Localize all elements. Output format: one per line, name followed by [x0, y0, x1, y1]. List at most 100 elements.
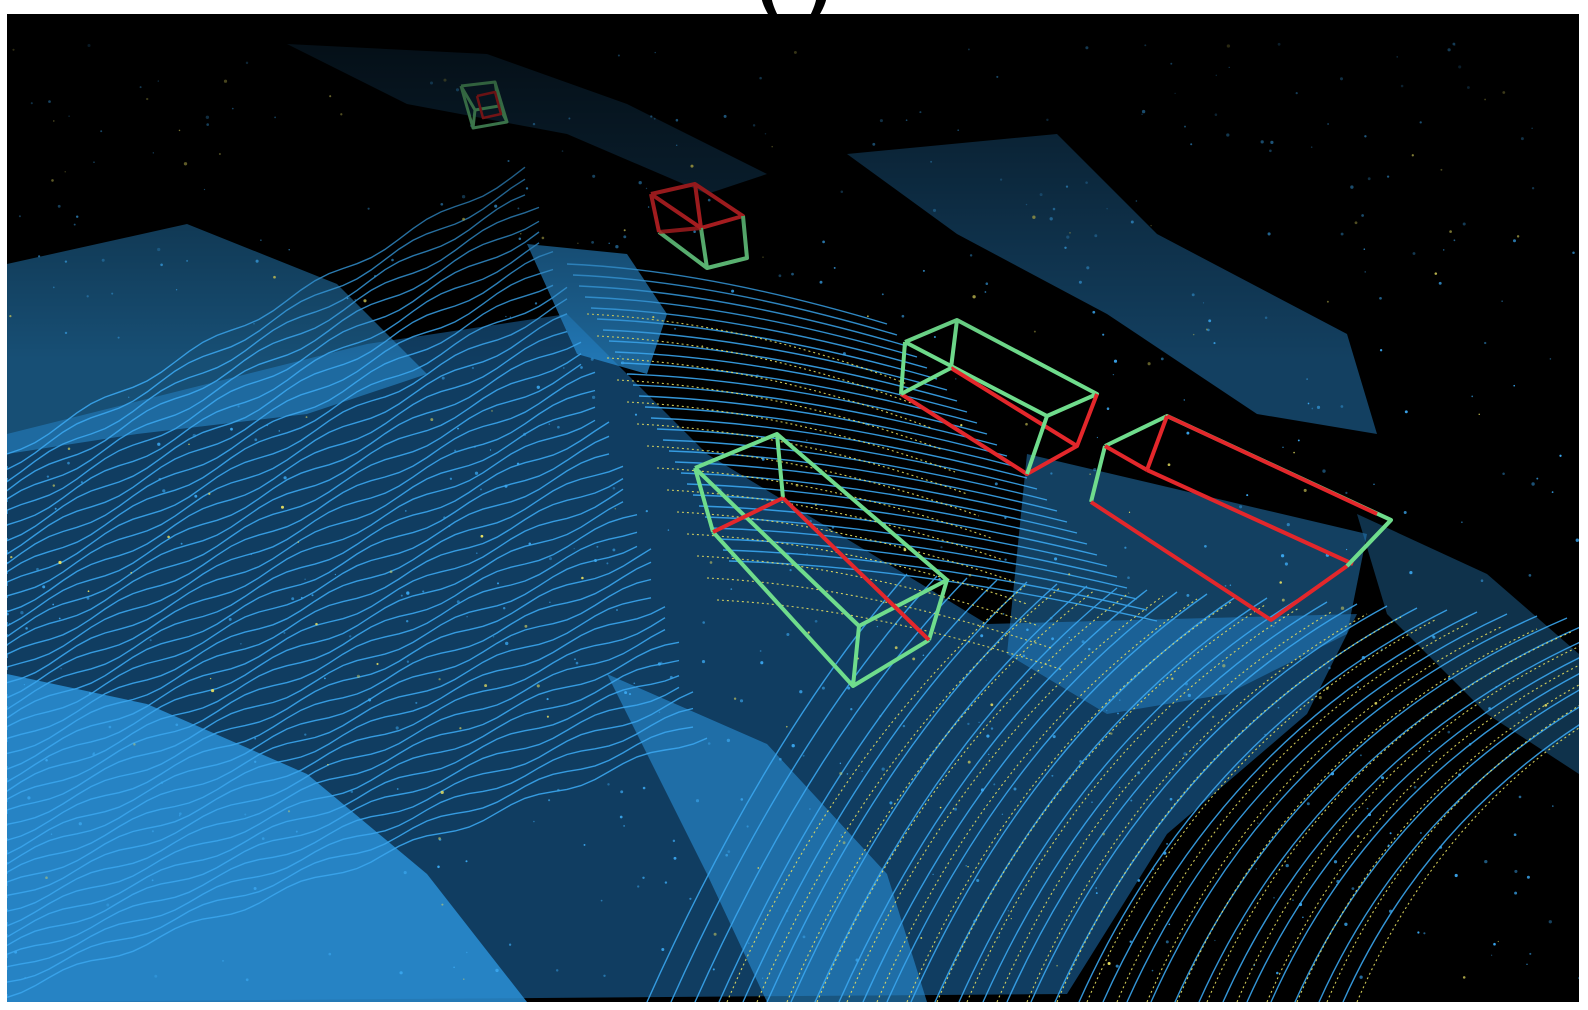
point [88, 692, 91, 695]
point [1004, 558, 1007, 561]
point [1135, 200, 1138, 202]
bbox-car-right-upper[interactable] [899, 318, 1099, 476]
point [52, 286, 55, 289]
point [1174, 92, 1176, 95]
point [50, 833, 53, 835]
point [1253, 964, 1256, 966]
point [73, 223, 76, 226]
point [562, 367, 565, 369]
point [1514, 891, 1518, 895]
point [1171, 677, 1174, 680]
point [561, 150, 564, 152]
point [1387, 844, 1390, 847]
point [652, 316, 655, 319]
point [707, 198, 711, 202]
point [456, 600, 460, 604]
point [603, 974, 606, 978]
point [1559, 454, 1562, 457]
point [48, 100, 51, 103]
point [967, 865, 969, 868]
point [356, 674, 360, 678]
point [1327, 123, 1330, 125]
point-cloud-viewport[interactable] [7, 14, 1579, 1002]
point [840, 834, 843, 836]
point [1518, 795, 1522, 799]
point [831, 526, 835, 529]
point [1130, 220, 1134, 224]
point [53, 120, 55, 122]
point [430, 81, 433, 85]
point [1361, 656, 1366, 660]
point [658, 711, 661, 714]
point [175, 289, 178, 291]
point [1356, 835, 1360, 838]
point [222, 960, 224, 962]
point [1512, 239, 1517, 243]
point [157, 442, 161, 446]
point [348, 635, 352, 638]
point [133, 743, 136, 746]
point [463, 978, 465, 980]
point [731, 289, 735, 293]
point [1412, 252, 1416, 255]
point [25, 627, 28, 630]
point [1442, 249, 1445, 251]
point [546, 698, 549, 701]
point [223, 79, 228, 83]
point [440, 790, 444, 795]
point [546, 715, 549, 718]
point [1328, 666, 1331, 670]
point [1214, 113, 1218, 116]
point [809, 808, 811, 810]
point [1207, 328, 1210, 332]
point [786, 632, 790, 637]
point [475, 552, 478, 555]
point [634, 413, 638, 416]
point [528, 542, 532, 546]
point [1213, 342, 1216, 345]
point [1079, 760, 1082, 763]
point [969, 254, 973, 257]
point [555, 969, 559, 972]
point [1068, 636, 1071, 639]
point [300, 596, 303, 599]
point [1285, 863, 1289, 868]
point [1184, 125, 1186, 128]
point [1167, 463, 1171, 467]
point [480, 534, 484, 538]
point [967, 760, 971, 764]
point [778, 757, 782, 761]
point [86, 596, 90, 600]
point [690, 164, 694, 168]
point [1361, 214, 1364, 217]
point [93, 161, 95, 163]
point [847, 686, 851, 690]
point [960, 423, 963, 427]
point [778, 274, 782, 278]
point [1490, 954, 1493, 956]
point [976, 878, 980, 883]
point [1379, 349, 1383, 352]
point [1229, 584, 1232, 586]
point [657, 662, 661, 666]
point [833, 266, 836, 269]
point [324, 677, 326, 680]
point [1273, 896, 1275, 899]
point [1380, 648, 1383, 651]
bbox-car-mid[interactable] [649, 182, 749, 270]
point [1141, 113, 1143, 116]
point [996, 75, 999, 78]
point [406, 591, 410, 595]
point [504, 484, 508, 488]
point [1548, 920, 1552, 924]
point [872, 142, 876, 146]
point [876, 625, 879, 628]
point [985, 659, 987, 661]
point [574, 658, 576, 661]
point [399, 971, 403, 975]
point [283, 631, 286, 634]
point-cloud-canvas[interactable] [7, 14, 1579, 1002]
point [990, 703, 994, 707]
point [167, 535, 170, 539]
point [620, 790, 624, 794]
